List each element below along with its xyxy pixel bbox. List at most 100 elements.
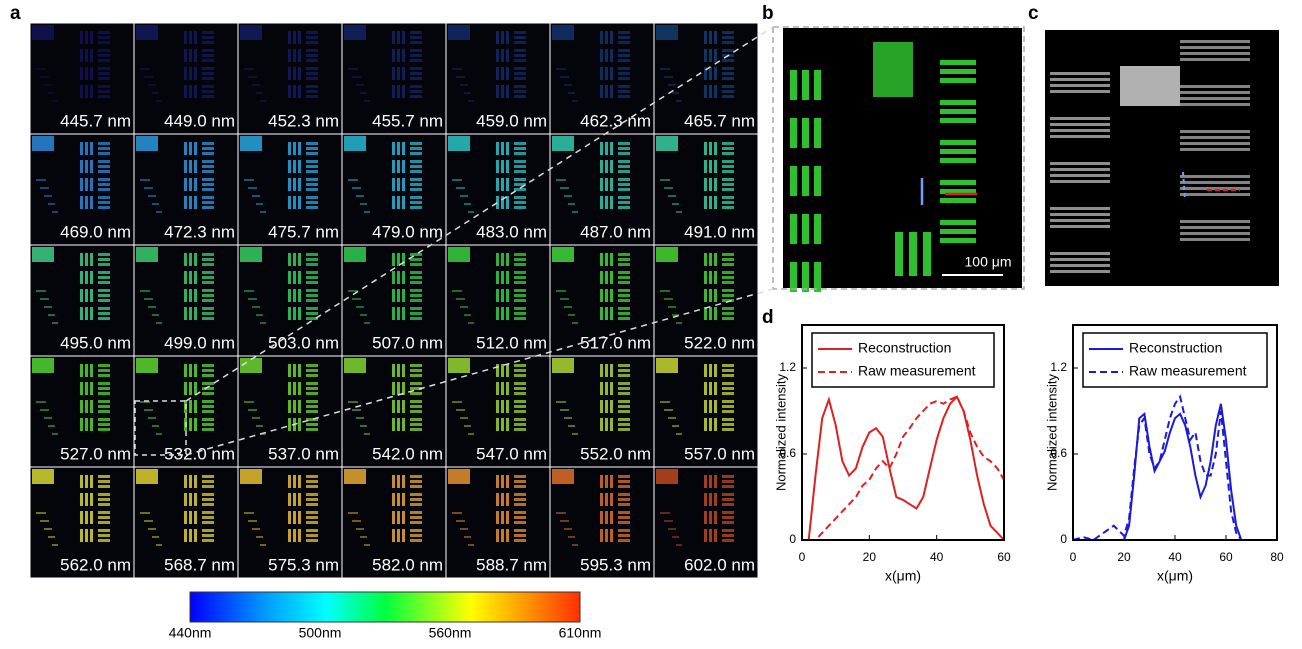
pattern-bar [298,49,301,62]
pattern-bar [298,529,301,542]
pattern-bar [392,49,395,62]
pattern-bar [397,178,400,191]
pattern-bar [600,178,603,191]
pattern-bar [722,485,734,488]
pattern-bar [672,92,679,94]
x-tick-label: 60 [1219,550,1233,564]
pattern-bar [85,31,88,44]
pattern-bar [140,401,150,403]
pattern-bar [397,511,400,524]
pattern-bar [288,475,291,488]
pattern-bar [704,418,707,431]
pattern-bar [501,31,504,44]
pattern-bar [80,529,83,542]
pattern-bar [306,369,318,372]
pattern-bar [392,178,395,191]
pattern-bar [722,178,734,181]
tile-label: 517.0 nm [580,333,651,352]
pattern-bar [610,493,613,506]
pattern-bar [98,188,110,191]
pattern-bar [392,529,395,542]
legend-label: Reconstruction [1129,340,1222,356]
pattern-bar [364,433,370,435]
pattern-bar [814,262,821,292]
pattern-bar [98,206,110,209]
pattern-bar [202,534,214,537]
x-tick-label: 80 [1270,550,1284,564]
pattern-bar [98,317,110,320]
pattern-square [32,358,54,373]
legend-box [1082,332,1268,388]
tile-label: 491.0 nm [684,222,755,241]
pattern-bar [410,392,422,395]
pattern-bar [202,521,214,524]
pattern-bar [256,203,263,205]
pattern-bar [90,475,93,488]
pattern-bar [156,322,162,324]
pattern-bar [709,85,712,98]
pattern-bar [293,364,296,377]
pattern-bar [202,253,214,256]
pattern-bar [618,178,630,181]
pattern-bar [501,307,504,320]
pattern-bar [618,258,630,261]
pattern-bar [468,100,474,102]
pattern-bar [144,298,153,300]
pattern-bar [600,253,603,266]
pattern-square [873,42,913,97]
pattern-bar [360,92,367,94]
pattern-bar [306,281,318,284]
pattern-bar [410,178,422,181]
tile [133,22,239,135]
pattern-square [448,358,470,373]
pattern-bar [298,400,301,413]
pattern-bar [288,160,291,173]
pattern-bar [184,253,187,266]
tile-label: 562.0 nm [60,555,131,574]
pattern-bar [496,511,499,524]
pattern-bar [722,77,734,80]
pattern-bar [600,382,603,395]
pattern-bar [189,196,192,209]
pattern-bar [202,480,214,483]
pattern-bar [496,271,499,284]
pattern-bar [202,516,214,519]
pattern-bar [496,160,499,173]
pattern-bar [184,85,187,98]
pattern-bar [496,289,499,302]
pattern-bar [1180,130,1250,133]
pattern-bar [410,72,422,75]
pattern-bar [288,85,291,98]
pattern-bar [506,67,509,80]
pattern-bar [148,417,156,419]
pattern-bar [714,160,717,173]
pattern-bar [306,374,318,377]
pattern-bar [202,503,214,506]
pattern-bar [722,418,734,421]
pattern-bar [600,289,603,302]
pattern-bar [202,493,214,496]
pattern-bar [722,369,734,372]
pattern-bar [189,307,192,320]
pattern-bar [48,92,55,94]
pattern-bar [564,84,572,86]
pattern-bar [98,165,110,168]
pattern-bar [672,203,679,205]
pattern-bar [40,76,49,78]
pattern-bar [156,433,162,435]
pattern-square [136,25,158,40]
pattern-bar [410,253,422,256]
pattern-bar [90,271,93,284]
pattern-bar [410,529,422,532]
y-tick-label: 0 [789,532,796,546]
pattern-bar [44,417,52,419]
pattern-bar [714,178,717,191]
pattern-bar [722,493,734,496]
pattern-bar [306,312,318,315]
pattern-bar [248,76,257,78]
pattern-bar [202,475,214,478]
pattern-bar [189,382,192,395]
pattern-bar [194,529,197,542]
pattern-bar [940,149,976,154]
pattern-bar [306,142,318,145]
